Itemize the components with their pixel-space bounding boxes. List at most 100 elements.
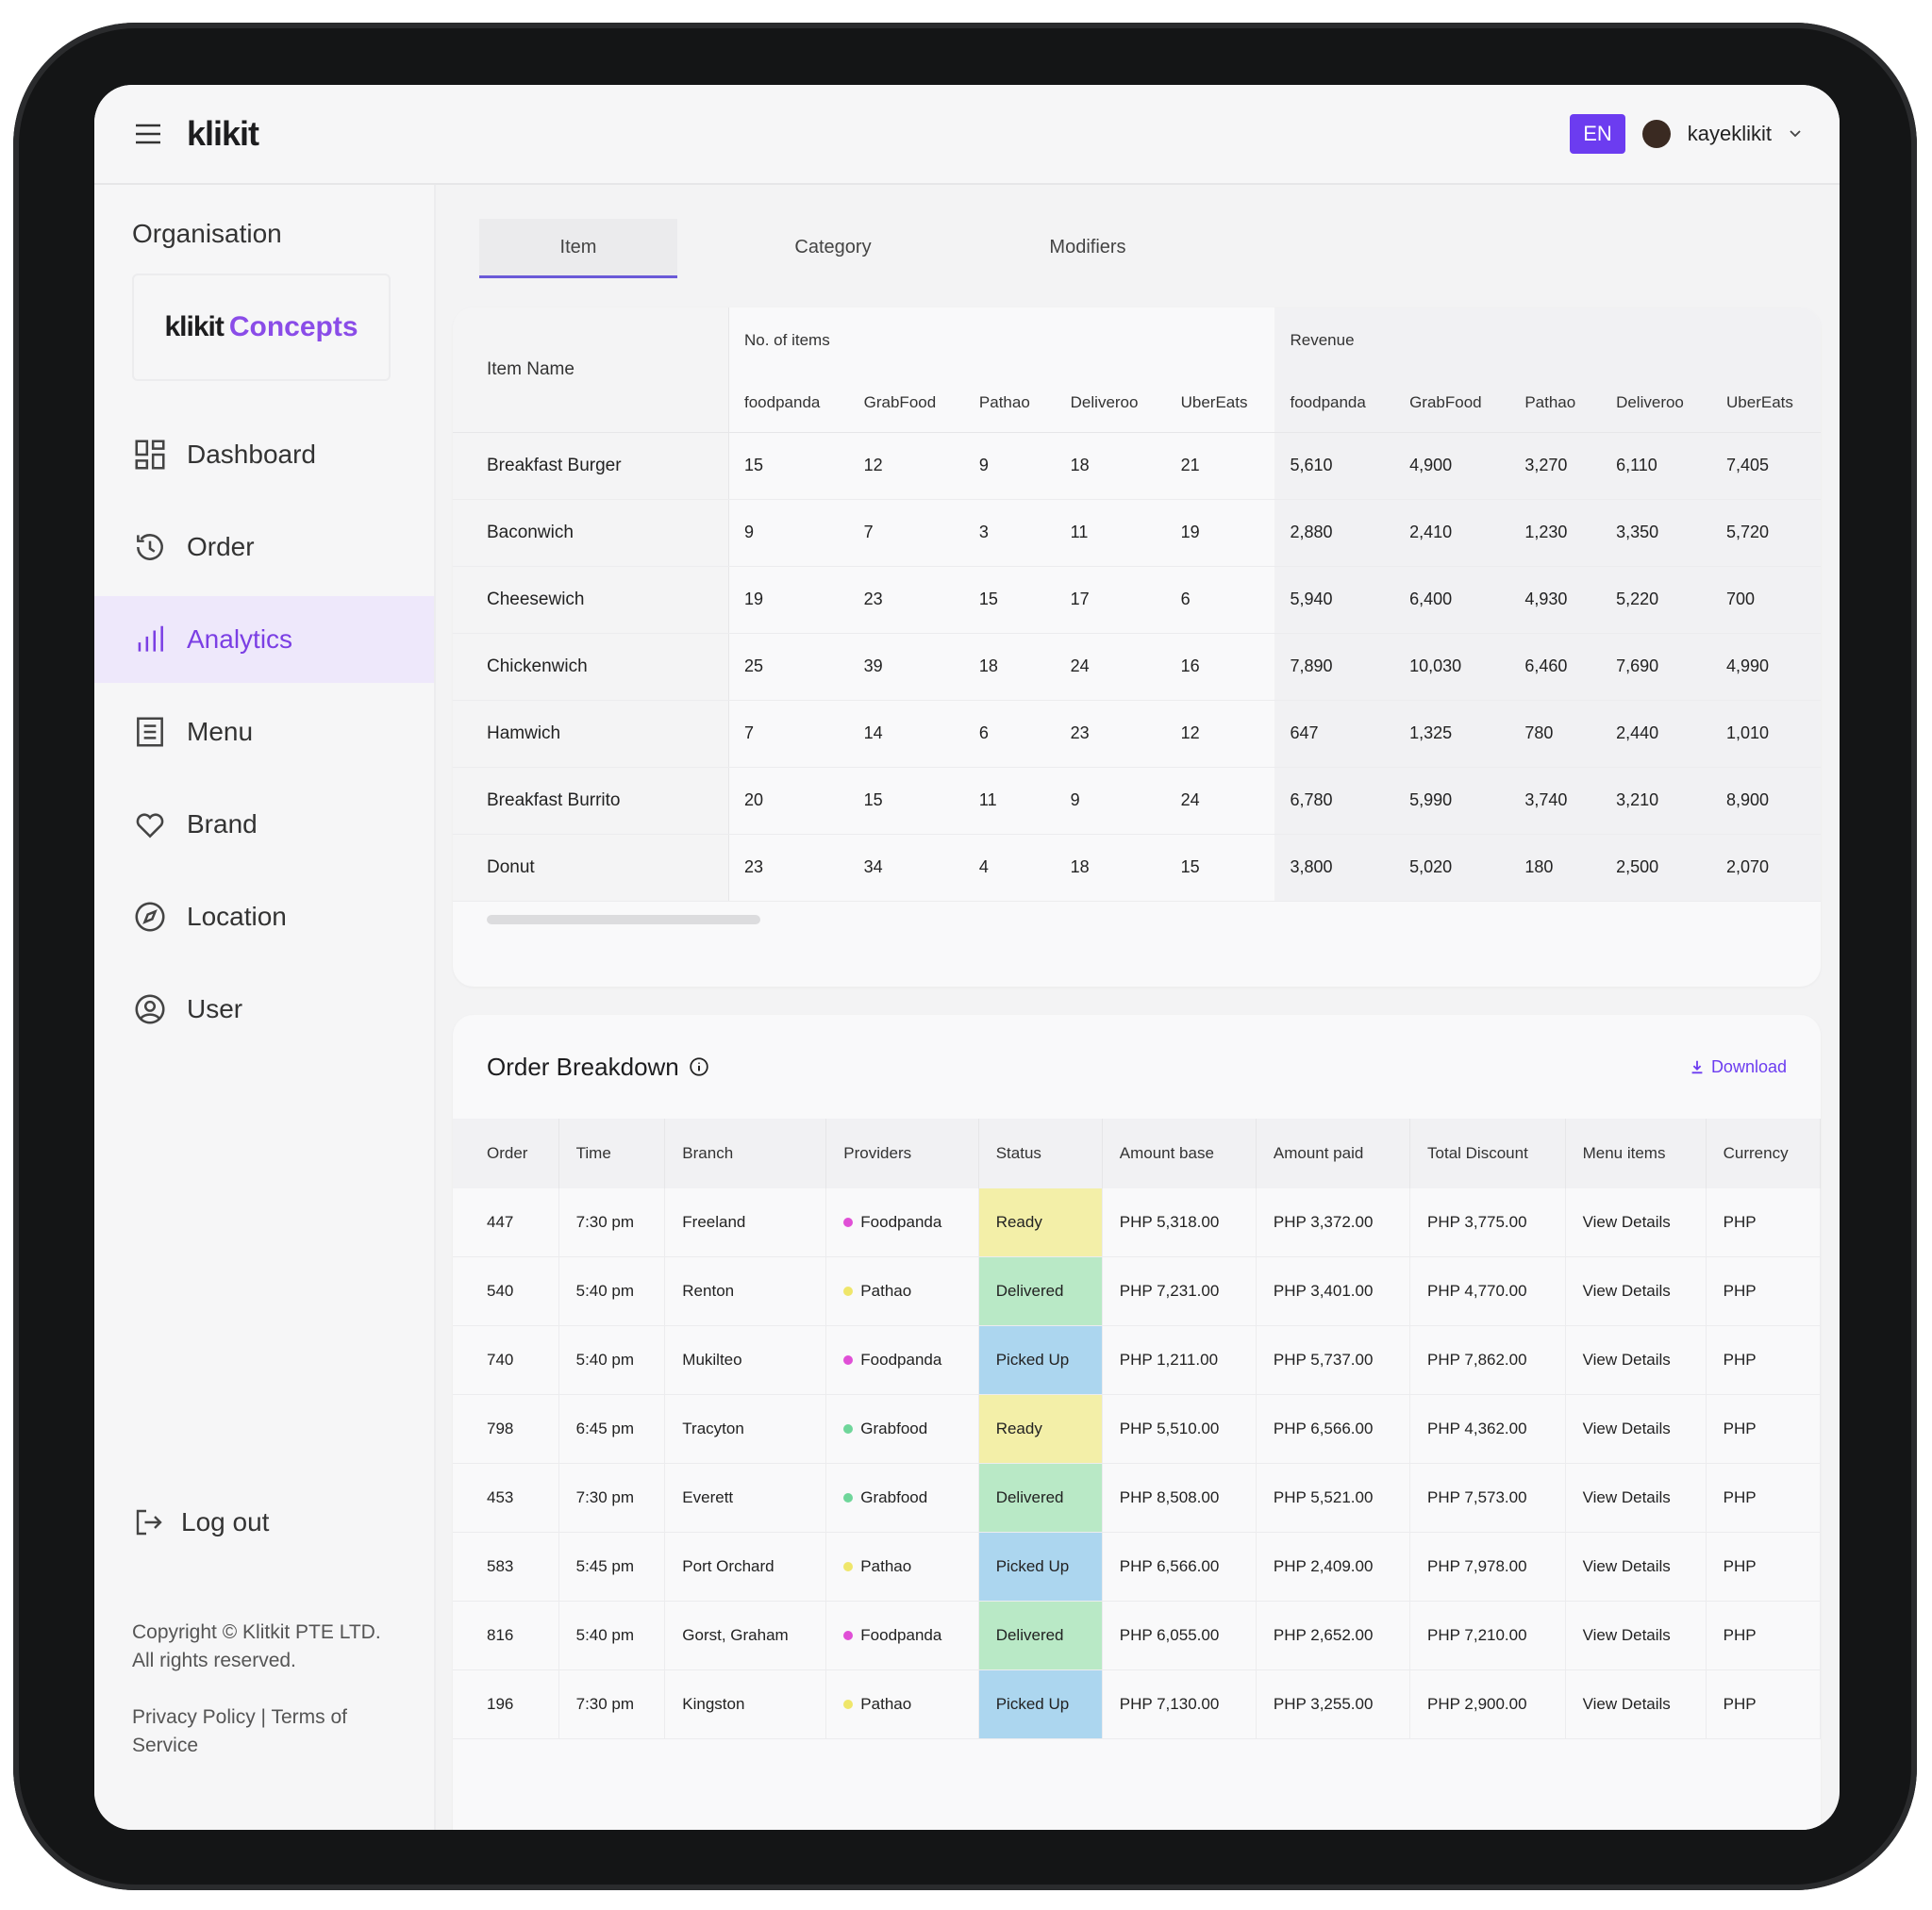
provider-name: Foodpanda bbox=[860, 1351, 942, 1369]
provider-name: Grabfood bbox=[860, 1488, 928, 1506]
order-cell: PHP 3,372.00 bbox=[1256, 1188, 1411, 1257]
nav-item[interactable]: Menu bbox=[94, 689, 434, 775]
nav-label: Analytics bbox=[187, 624, 293, 654]
item-revenue: 4,900 bbox=[1394, 432, 1510, 500]
#555 bbox=[696, 361, 713, 378]
item-name: Donut bbox=[453, 834, 729, 902]
user-name[interactable]: kayeklikit bbox=[1687, 122, 1772, 145]
item-revenue: 5,990 bbox=[1394, 767, 1510, 835]
nav-item[interactable]: Brand bbox=[94, 781, 434, 868]
provider-row: foodpanda GrabFood Pathao Deliveroo UberEats… bbox=[453, 374, 1821, 432]
provider-cell: Foodpanda bbox=[825, 1601, 979, 1670]
item-name-header: Item Name bbox=[453, 307, 729, 432]
provider-name: Pathao bbox=[860, 1282, 912, 1300]
view-details[interactable]: View Details bbox=[1565, 1601, 1707, 1670]
item-count: 24 bbox=[1165, 767, 1275, 835]
order-row: 816 5:40 pm Gorst, Graham Foodpanda Delivere… bbox=[453, 1601, 1821, 1670]
order-cell: PHP 3,401.00 bbox=[1256, 1256, 1411, 1326]
nav-label: Dashboard bbox=[187, 440, 316, 469]
item-count: 25 bbox=[728, 633, 849, 701]
order-cell: 7:30 pm bbox=[558, 1188, 666, 1257]
logout[interactable]: Log out bbox=[132, 1505, 269, 1539]
column-header: Time bbox=[558, 1119, 666, 1188]
item-revenue: 4,930 bbox=[1509, 566, 1602, 634]
provider-cell: Foodpanda bbox=[825, 1188, 979, 1257]
order-cell: PHP 7,231.00 bbox=[1102, 1256, 1257, 1326]
download-button[interactable]: Download bbox=[1689, 1057, 1787, 1077]
nav-item[interactable]: Dashboard bbox=[94, 411, 434, 498]
order-row: 798 6:45 pm Tracyton Grabfood Ready PHP 5,510… bbox=[453, 1394, 1821, 1464]
#555 bbox=[584, 361, 601, 378]
view-details[interactable]: View Details bbox=[1565, 1325, 1707, 1395]
tab[interactable]: Modifiers bbox=[1049, 236, 1126, 257]
info-icon bbox=[690, 1057, 708, 1076]
provider-header: Deliveroo bbox=[1601, 374, 1712, 432]
org-brand: klikit bbox=[164, 311, 224, 342]
order-cell: 6:45 pm bbox=[558, 1394, 666, 1464]
item-count: 9 bbox=[728, 499, 849, 567]
item-count: 18 bbox=[963, 633, 1056, 701]
item-revenue: 1,230 bbox=[1509, 499, 1602, 567]
order-cell: 816 bbox=[453, 1601, 559, 1670]
view-details[interactable]: View Details bbox=[1565, 1188, 1707, 1257]
tab[interactable]: Item bbox=[479, 219, 677, 278]
item-count: 39 bbox=[848, 633, 964, 701]
sidebar: Organisation klikit Concepts Dashboard Ord… bbox=[94, 185, 436, 1830]
group-header: Revenue bbox=[1274, 307, 1821, 374]
privacy-link[interactable]: Privacy Policy bbox=[132, 1706, 256, 1728]
item-count: 21 bbox=[1165, 432, 1275, 500]
status-cell: Delivered bbox=[978, 1601, 1103, 1670]
tab[interactable]: Category bbox=[794, 236, 872, 257]
order-cell: PHP 7,862.00 bbox=[1409, 1325, 1566, 1395]
item-count: 11 bbox=[1055, 499, 1166, 567]
nav-icon bbox=[135, 994, 165, 1024]
item-count: 16 bbox=[1165, 633, 1275, 701]
item-count: 15 bbox=[728, 432, 849, 500]
view-details[interactable]: View Details bbox=[1565, 1669, 1707, 1739]
view-details[interactable]: View Details bbox=[1565, 1463, 1707, 1533]
column-header: Providers bbox=[825, 1119, 979, 1188]
order-cell: PHP 6,566.00 bbox=[1102, 1532, 1257, 1602]
nav-item[interactable]: Order bbox=[94, 504, 434, 590]
nav-item[interactable]: User bbox=[94, 966, 434, 1053]
provider-header: foodpanda bbox=[744, 392, 821, 411]
order-cell: Freeland bbox=[664, 1188, 827, 1257]
provider-dot bbox=[843, 1424, 854, 1434]
menu-icon[interactable] bbox=[132, 120, 164, 148]
order-cell: PHP bbox=[1706, 1463, 1821, 1533]
view-details[interactable]: View Details bbox=[1565, 1256, 1707, 1326]
provider-header: Pathao bbox=[1509, 374, 1602, 432]
item-row: Breakfast Burger 15 12 9 18 21 5,610 4,900 3,270… bbox=[453, 432, 1821, 500]
item-count: 23 bbox=[848, 566, 964, 634]
status-cell: Picked Up bbox=[978, 1325, 1103, 1395]
nav-item[interactable]: Analytics bbox=[94, 596, 434, 683]
chevron bbox=[1790, 130, 1801, 138]
item-count: 17 bbox=[1055, 566, 1166, 634]
view-details[interactable]: View Details bbox=[1565, 1394, 1707, 1464]
#555 bbox=[1364, 332, 1381, 349]
order-cell: PHP bbox=[1706, 1325, 1821, 1395]
organisation-box[interactable]: klikit Concepts bbox=[132, 274, 391, 381]
provider-name: Foodpanda bbox=[860, 1626, 942, 1644]
item-revenue: 700 bbox=[1711, 566, 1821, 634]
download-icon bbox=[1691, 1060, 1703, 1074]
provider-name: Grabfood bbox=[860, 1420, 928, 1437]
provider-dot bbox=[843, 1631, 854, 1640]
terms-link[interactable]: Terms of Service bbox=[132, 1706, 347, 1756]
provider-name: Foodpanda bbox=[860, 1213, 942, 1231]
order-cell: 447 bbox=[453, 1188, 559, 1257]
item-table: Item Name No. of items Revenue foodpanda Gra… bbox=[453, 307, 1821, 902]
view-details[interactable]: View Details bbox=[1565, 1532, 1707, 1602]
scrollbar bbox=[487, 914, 760, 924]
item-revenue: 3,800 bbox=[1274, 834, 1395, 902]
item-count: 7 bbox=[728, 700, 849, 768]
nav-label: Brand bbox=[187, 809, 258, 839]
order-cell: PHP bbox=[1706, 1601, 1821, 1670]
nav-item[interactable]: Location bbox=[94, 873, 434, 960]
language-button[interactable]: EN bbox=[1570, 114, 1625, 154]
order-cell: 196 bbox=[453, 1669, 559, 1739]
item-revenue: 6,780 bbox=[1274, 767, 1395, 835]
item-count: 9 bbox=[1055, 767, 1166, 835]
order-cell: 798 bbox=[453, 1394, 559, 1464]
header: klikit EN kayeklikit bbox=[94, 85, 1840, 185]
